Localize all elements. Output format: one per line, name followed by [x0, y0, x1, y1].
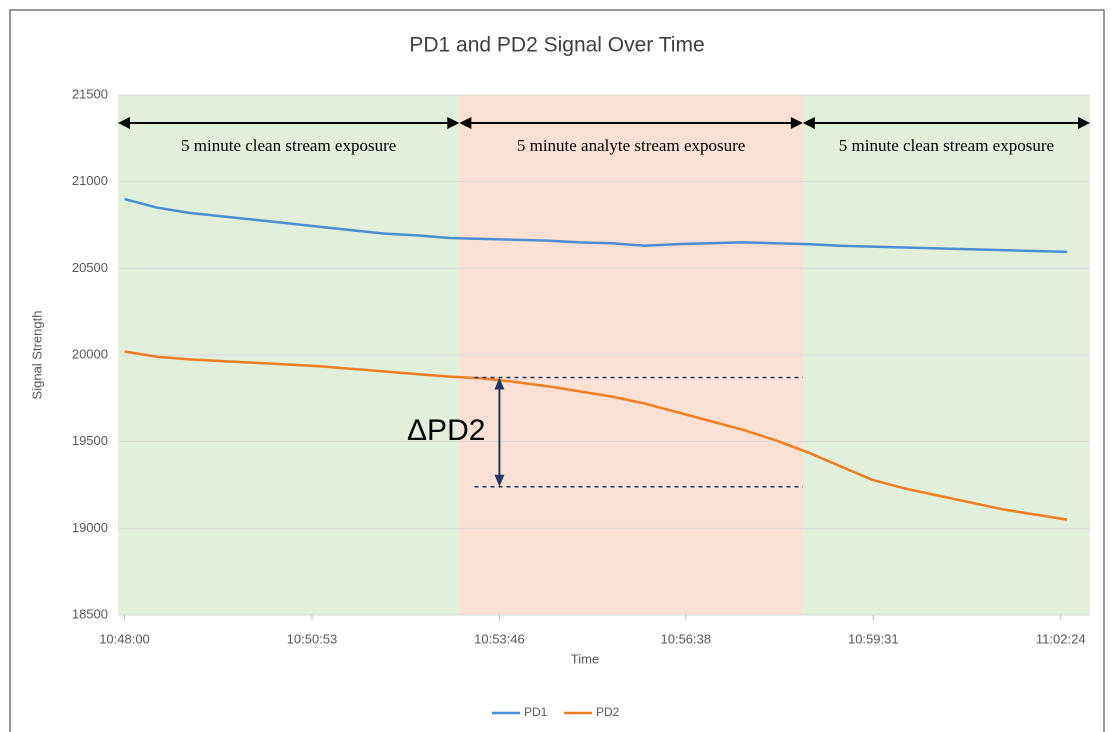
y-tick-label: 20000 — [72, 346, 108, 361]
region-label: 5 minute clean stream exposure — [839, 136, 1054, 155]
arrowhead — [459, 117, 472, 129]
x-tick-label: 11:02:24 — [1036, 631, 1086, 646]
x-axis-title: Time — [571, 651, 599, 666]
y-tick-label: 21500 — [72, 86, 108, 101]
x-tick-label: 10:56:38 — [661, 631, 712, 646]
x-tick-label: 10:48:00 — [99, 631, 150, 646]
region-label: 5 minute clean stream exposure — [181, 136, 396, 155]
region-label: 5 minute analyte stream exposure — [517, 136, 745, 155]
y-tick-label: 19500 — [72, 433, 108, 448]
x-tick-label: 10:59:31 — [848, 631, 899, 646]
arrowhead — [790, 117, 803, 129]
legend-label: PD1 — [524, 705, 548, 719]
y-tick-label: 18500 — [72, 606, 108, 621]
y-tick-label: 20500 — [72, 260, 108, 275]
y-tick-label: 19000 — [72, 520, 108, 535]
chart-title: PD1 and PD2 Signal Over Time — [409, 34, 704, 57]
grid: 18500 19000 19500 20000 20500 21000 21500 10:48… — [72, 86, 1090, 646]
x-tick-label: 10:50:53 — [287, 631, 338, 646]
annotations: 5 minute clean stream exposure 5 minute a… — [118, 117, 1090, 488]
series-line — [124, 350, 1068, 521]
arrowhead — [494, 474, 505, 487]
series-line — [124, 197, 1068, 254]
y-axis-title: Signal Strength — [29, 311, 44, 400]
y-tick-label: 21000 — [72, 173, 108, 188]
legend-label: PD2 — [596, 705, 620, 719]
arrowhead — [802, 117, 815, 129]
lines — [124, 197, 1068, 521]
x-tick-label: 10:53:46 — [474, 631, 525, 646]
arrowhead — [118, 117, 130, 129]
delta-label: ΔPD2 — [407, 414, 485, 447]
arrowhead — [447, 117, 460, 129]
arrowhead — [494, 377, 505, 390]
arrowhead — [1078, 117, 1090, 129]
